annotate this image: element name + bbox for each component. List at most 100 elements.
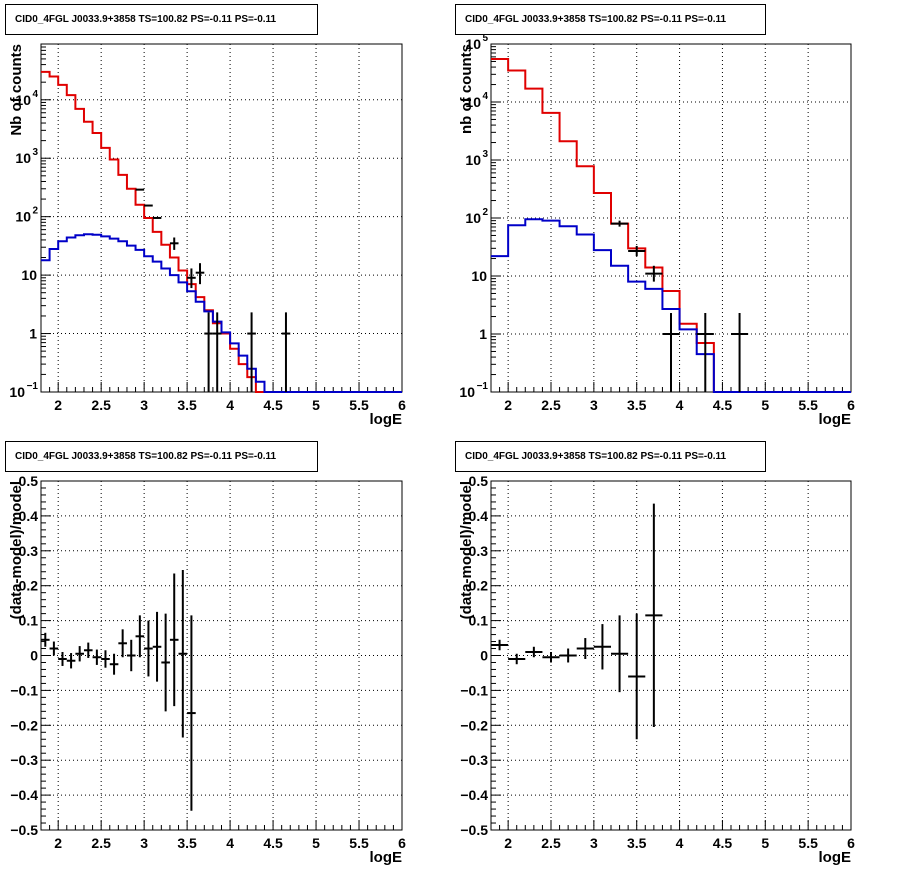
- data-point: [559, 648, 577, 663]
- y-tick-exponent: 3: [32, 147, 38, 158]
- x-axis-label: logE: [819, 849, 852, 866]
- pad-top-right: CID0_4FGL J0033.9+3858 TS=100.82 PS=-0.1…: [449, 0, 898, 437]
- y-tick-label: 0: [480, 648, 488, 664]
- data-point: [542, 652, 560, 663]
- data-point: [169, 573, 179, 707]
- data-point: [126, 639, 136, 672]
- data-point: [75, 646, 84, 662]
- y-tick-label: 10: [15, 209, 31, 225]
- y-axis-label: Nb of counts: [8, 44, 25, 136]
- chart-residuals-left: 2 2.5 3 3.5 4 4.5 5 5.5 6logE−0.5−0.4−0.3−0.2−0.…: [8, 473, 406, 866]
- x-axis-label: logE: [370, 411, 403, 428]
- y-tick-label: −0.5: [10, 822, 38, 838]
- y-tick-label: −0.3: [460, 752, 488, 768]
- x-tick-label: 5: [761, 397, 769, 413]
- y-tick-label: 1: [29, 326, 37, 342]
- data-point: [576, 638, 594, 659]
- data-point: [645, 503, 663, 728]
- x-tick-label: 6: [398, 835, 406, 851]
- y-tick-label: 0.5: [469, 473, 489, 489]
- data-point: [135, 615, 145, 658]
- data-point: [83, 642, 93, 658]
- chart-title: CID0_4FGL J0033.9+3858 TS=100.82 PS=-0.1…: [5, 441, 318, 472]
- data-point: [58, 652, 67, 666]
- plot-frame: [40, 43, 403, 393]
- data-point: [178, 569, 188, 738]
- data-point: [109, 653, 119, 675]
- data-point: [66, 653, 76, 669]
- x-tick-label: 3: [590, 835, 598, 851]
- y-tick-label: 10: [471, 268, 487, 284]
- x-tick-label: 6: [398, 397, 406, 413]
- y-tick-label: 10: [9, 384, 25, 400]
- data-point: [508, 653, 526, 665]
- x-tick-label: 4.5: [263, 397, 283, 413]
- y-tick-label: −0.4: [10, 787, 38, 803]
- x-tick-label: 2.5: [91, 835, 111, 851]
- grid: [41, 44, 402, 392]
- x-tick-label: 5.5: [798, 397, 818, 413]
- data-point: [281, 312, 291, 392]
- data-point: [187, 615, 196, 811]
- x-tick-label: 3: [140, 835, 148, 851]
- data-point: [645, 265, 663, 282]
- y-tick-label: −0.5: [460, 822, 488, 838]
- x-tick-label: 2: [54, 835, 62, 851]
- data-point: [195, 263, 205, 285]
- y-tick-exponent: 2: [32, 206, 38, 217]
- data-point: [161, 613, 170, 712]
- y-axis: −0.5 −0.4 −0.3 −0.2 −0.1 0 0.1 0.2 0.3 0.4 0.5: [10, 473, 51, 838]
- model-total-histogram: [41, 70, 402, 393]
- y-axis-label: (data-model)/model: [8, 481, 25, 619]
- x-tick-label: 3.5: [627, 835, 647, 851]
- x-tick-label: 3.5: [627, 397, 647, 413]
- y-tick-exponent: 3: [482, 149, 488, 160]
- data-point: [41, 632, 50, 647]
- data-point: [731, 313, 749, 392]
- y-tick-exponent: 4: [482, 91, 488, 102]
- x-tick-label: 3: [140, 397, 148, 413]
- data-point: [611, 615, 629, 693]
- pad-bottom-left: CID0_4FGL J0033.9+3858 TS=100.82 PS=-0.1…: [0, 437, 449, 875]
- x-tick-label: 4: [226, 397, 234, 413]
- x-axis-label: logE: [819, 411, 852, 428]
- x-axis: 2 2.5 3 3.5 4 4.5 5 5.5 6: [40, 382, 406, 413]
- y-tick-label: 0.3: [469, 543, 489, 559]
- x-tick-label: 4.5: [713, 835, 733, 851]
- y-tick-label: 0.5: [19, 473, 39, 489]
- y-tick-exponent: 2: [482, 207, 488, 218]
- x-tick-label: 2.5: [541, 835, 561, 851]
- y-tick-label: −0.1: [460, 682, 488, 698]
- x-tick-label: 5: [312, 835, 320, 851]
- y-tick-label: −0.1: [10, 682, 38, 698]
- x-axis-label: logE: [370, 849, 403, 866]
- y-tick-label: 10: [465, 94, 481, 110]
- y-tick-exponent: −1: [27, 381, 39, 392]
- y-tick-label: 10: [465, 210, 481, 226]
- y-axis-label: (data-model)/model: [458, 481, 475, 619]
- y-tick-label: 1: [479, 326, 487, 342]
- x-tick-label: 5.5: [798, 835, 818, 851]
- chart-residuals-right: 2 2.5 3 3.5 4 4.5 5 5.5 6logE−0.5−0.4−0.3−0.2−0.…: [458, 473, 855, 866]
- model-component-histogram: [491, 218, 851, 393]
- data-point: [247, 312, 256, 392]
- x-tick-label: 3.5: [177, 835, 197, 851]
- chart-title: CID0_4FGL J0033.9+3858 TS=100.82 PS=-0.1…: [5, 4, 318, 35]
- y-axis: −0.5 −0.4 −0.3 −0.2 −0.1 0 0.1 0.2 0.3 0.4 0.5: [460, 473, 501, 838]
- x-tick-label: 2.5: [91, 397, 111, 413]
- x-tick-label: 2: [504, 397, 512, 413]
- y-tick-label: 10: [15, 92, 31, 108]
- pad-bottom-right: CID0_4FGL J0033.9+3858 TS=100.82 PS=-0.1…: [449, 437, 898, 875]
- data-point: [628, 613, 646, 740]
- y-tick-label: 0.4: [469, 508, 489, 524]
- x-tick-label: 3: [590, 397, 598, 413]
- y-tick-label: 0.1: [19, 613, 39, 629]
- data-point: [92, 649, 102, 665]
- data-point: [144, 620, 153, 677]
- data-point: [169, 237, 179, 250]
- grid: [41, 481, 402, 830]
- y-tick-label: 10: [465, 36, 481, 52]
